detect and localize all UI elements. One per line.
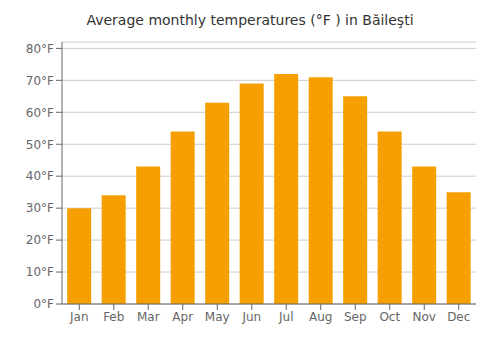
svg-text:May: May — [205, 310, 230, 324]
svg-text:10°F: 10°F — [26, 265, 54, 279]
svg-text:Mar: Mar — [137, 310, 160, 324]
svg-text:80°F: 80°F — [26, 42, 54, 56]
svg-text:Apr: Apr — [172, 310, 193, 324]
svg-text:Jan: Jan — [69, 310, 89, 324]
svg-text:30°F: 30°F — [26, 201, 54, 215]
svg-text:Jul: Jul — [278, 310, 293, 324]
svg-text:0°F: 0°F — [33, 297, 54, 311]
svg-text:40°F: 40°F — [26, 169, 54, 183]
html-text:Average monthly temperatures (: Average monthly temperatures (°F ) in Bă… — [86, 12, 414, 28]
svg-text:Aug: Aug — [309, 310, 332, 324]
svg-text:60°F: 60°F — [26, 106, 54, 120]
svg-text:Sep: Sep — [344, 310, 367, 324]
svg-text:Jun: Jun — [241, 310, 261, 324]
svg-text:50°F: 50°F — [26, 138, 54, 152]
svg-text:Nov: Nov — [413, 310, 436, 324]
svg-text:70°F: 70°F — [26, 74, 54, 88]
svg-text:Dec: Dec — [447, 310, 470, 324]
svg-text:Feb: Feb — [103, 310, 124, 324]
svg-text:Oct: Oct — [379, 310, 400, 324]
svg-text:20°F: 20°F — [26, 233, 54, 247]
